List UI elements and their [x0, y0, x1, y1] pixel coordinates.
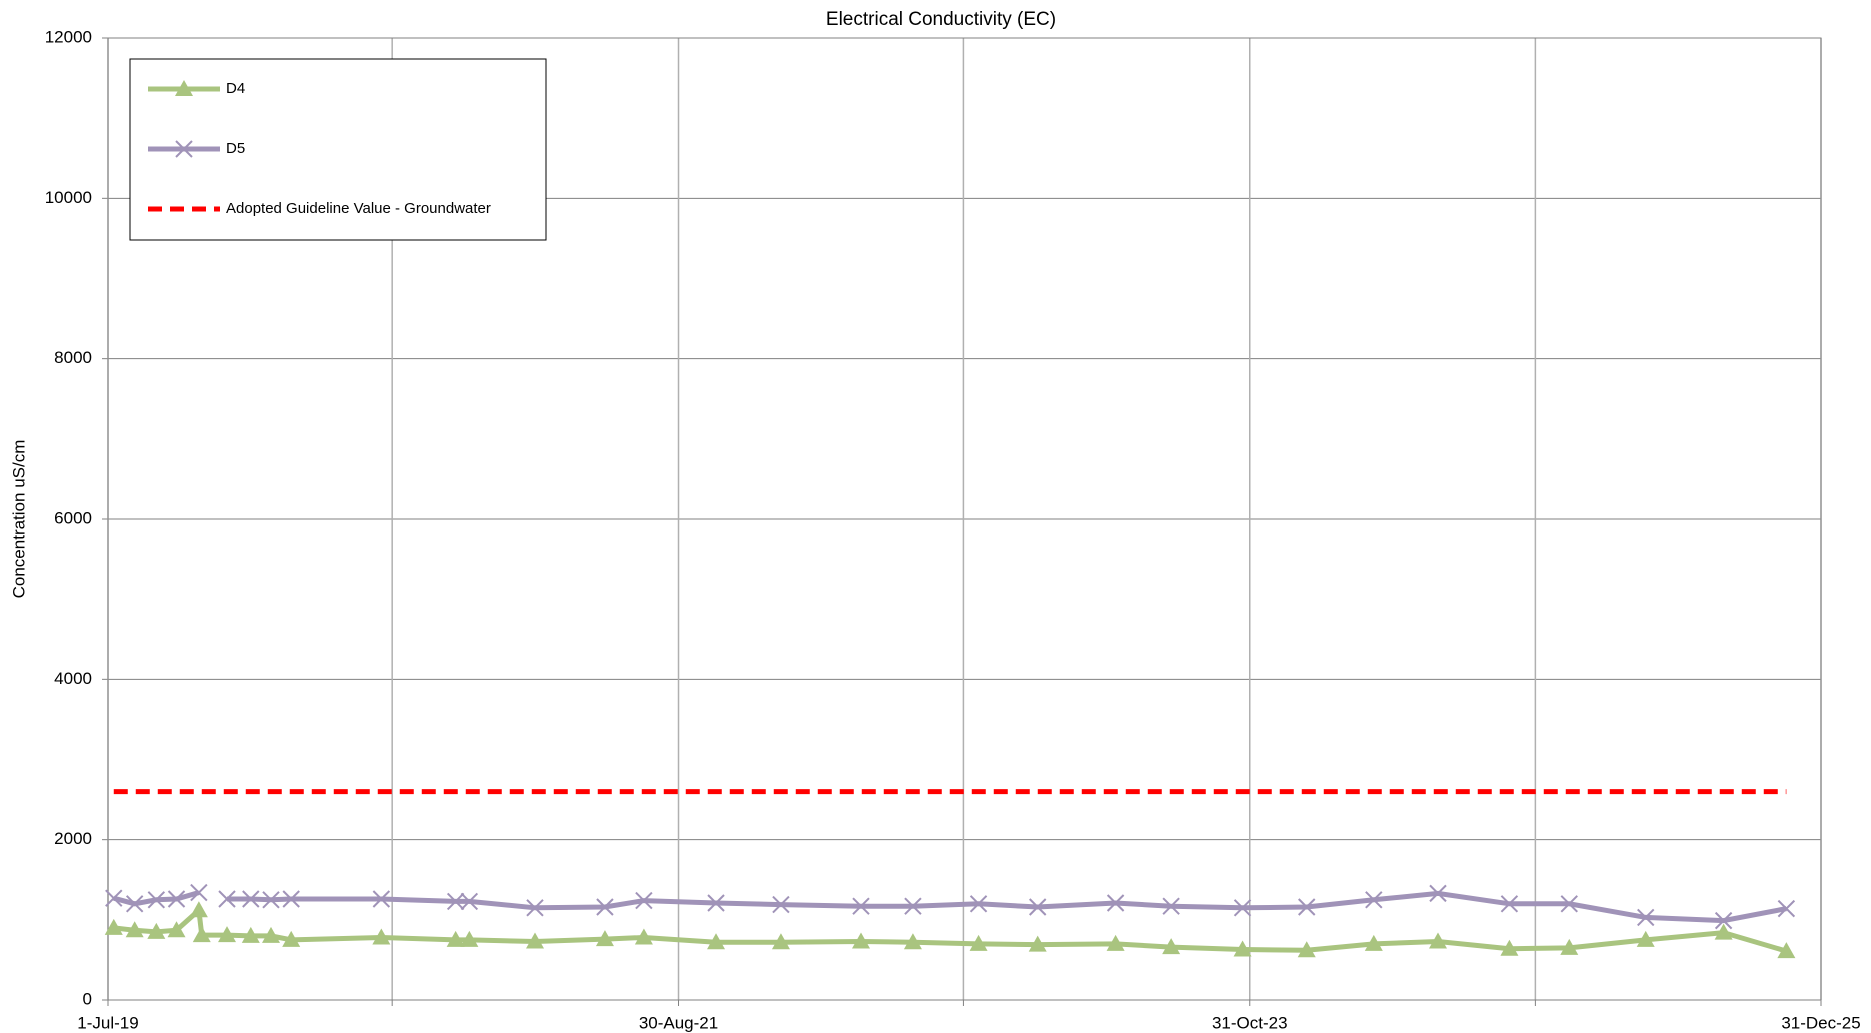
point: [1560, 895, 1578, 913]
legend-label: D4: [226, 80, 245, 97]
point: [1636, 930, 1655, 947]
point: [1777, 942, 1796, 959]
x-tick-label: 1-Jul-19: [77, 1013, 138, 1032]
point: [526, 899, 544, 917]
point: [851, 932, 870, 949]
point: [1028, 935, 1047, 952]
y-axis-label: Concentration uS/cm: [9, 440, 28, 599]
point: [903, 933, 922, 950]
point: [596, 898, 614, 916]
point: [190, 883, 208, 902]
point: [1500, 895, 1519, 913]
legend-marker: [175, 140, 193, 158]
point: [242, 890, 260, 908]
point: [460, 930, 479, 947]
point: [904, 897, 922, 915]
point: [1777, 899, 1796, 918]
point: [635, 891, 653, 910]
y-tick-label: 6000: [54, 508, 92, 527]
point: [218, 926, 237, 943]
point: [1365, 891, 1383, 909]
point: [1162, 938, 1181, 955]
y-tick-label: 10000: [45, 188, 92, 207]
point: [262, 891, 280, 909]
point: [969, 895, 988, 913]
point: [189, 901, 208, 918]
point: [241, 926, 260, 943]
point: [282, 930, 301, 947]
point: [167, 921, 186, 938]
point: [192, 926, 211, 943]
point: [167, 890, 186, 908]
point: [1500, 939, 1519, 956]
y-tick-label: 4000: [54, 669, 92, 688]
point: [446, 930, 465, 947]
y-tick-label: 8000: [54, 348, 92, 367]
point: [707, 933, 726, 950]
point: [1429, 932, 1448, 949]
chart-title: Electrical Conductivity (EC): [826, 9, 1056, 30]
plot-border: [107, 37, 1822, 1001]
point: [125, 895, 144, 913]
point: [1233, 899, 1252, 917]
point: [1560, 938, 1579, 955]
point: [218, 890, 236, 908]
point: [1106, 934, 1125, 951]
point: [634, 928, 653, 945]
legend-label: Adopted Guideline Value - Groundwater: [226, 200, 491, 217]
point: [460, 892, 479, 911]
point: [1162, 897, 1180, 915]
point: [1364, 934, 1383, 951]
point: [852, 897, 870, 915]
point: [446, 892, 465, 911]
point: [1029, 898, 1047, 916]
x-tick-label: 31-Oct-23: [1212, 1013, 1288, 1032]
point: [1429, 884, 1447, 903]
x-tick-label: 30-Aug-21: [639, 1013, 718, 1032]
point: [104, 918, 123, 935]
point: [282, 890, 300, 908]
y-tick-label: 12000: [45, 27, 92, 46]
point: [772, 895, 790, 914]
point: [707, 894, 725, 912]
y-tick-label: 2000: [54, 829, 92, 848]
point: [1298, 898, 1316, 916]
point: [1714, 923, 1733, 940]
legend-marker: [175, 80, 193, 96]
point: [969, 934, 988, 951]
point: [1106, 894, 1125, 912]
point: [125, 921, 144, 938]
point: [1714, 911, 1733, 930]
point: [147, 922, 166, 939]
legend-label: D5: [226, 140, 245, 157]
x-tick-label: 31-Dec-25: [1781, 1013, 1860, 1032]
point: [595, 930, 614, 947]
point: [262, 926, 281, 943]
y-tick-label: 0: [83, 989, 92, 1008]
point: [771, 933, 790, 950]
point: [147, 891, 166, 909]
point: [1233, 940, 1252, 957]
point: [1637, 908, 1655, 927]
point: [372, 928, 391, 945]
point: [525, 932, 544, 949]
point: [372, 890, 391, 908]
point: [1297, 941, 1316, 958]
point: [105, 889, 123, 907]
